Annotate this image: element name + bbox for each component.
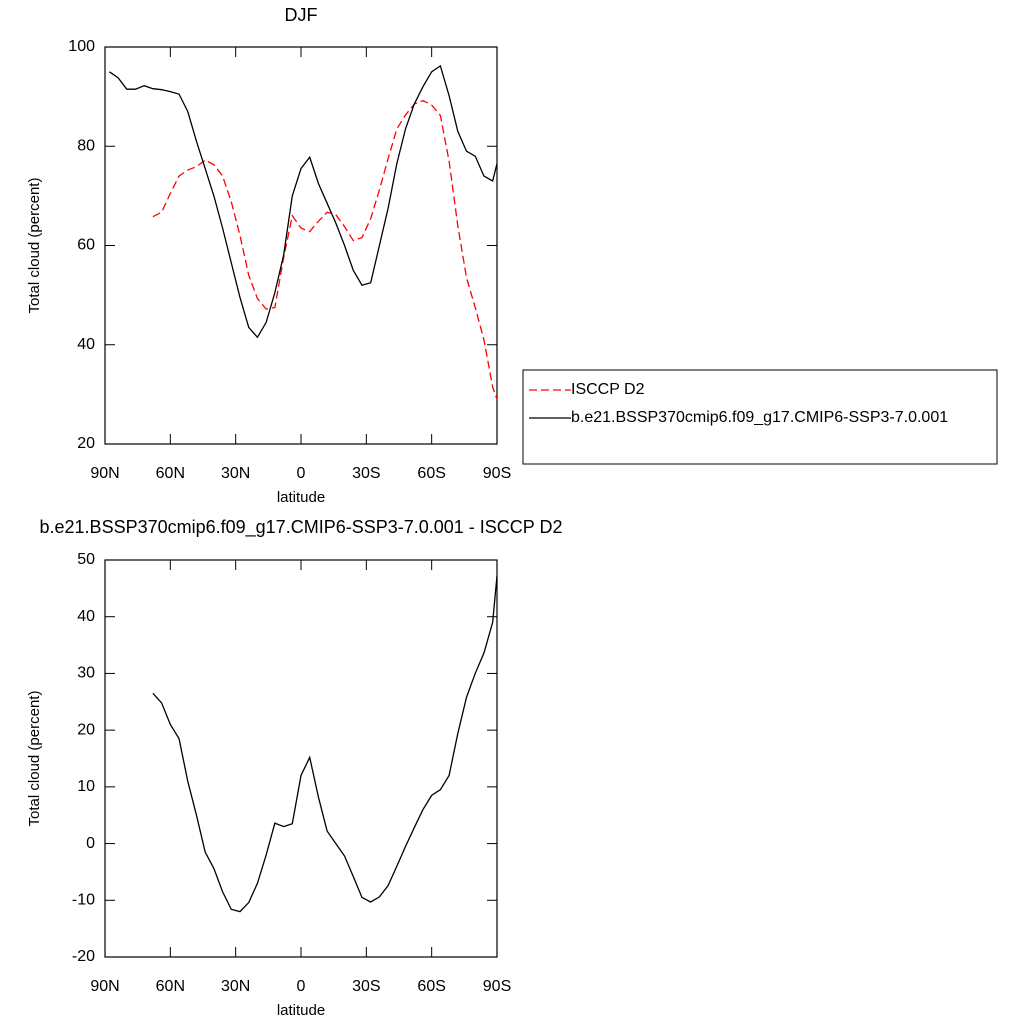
- y-tick-label: 30: [77, 665, 95, 682]
- legend-label: b.e21.BSSP370cmip6.f09_g17.CMIP6-SSP3-7.…: [571, 409, 948, 426]
- y-tick-label: -20: [72, 948, 95, 965]
- data-line: [152, 575, 498, 913]
- chart-title: DJF: [285, 5, 318, 25]
- y-tick-label: 100: [68, 38, 95, 55]
- x-tick-label: 90N: [90, 978, 119, 995]
- y-tick-label: 40: [77, 336, 95, 353]
- x-axis-title: latitude: [277, 1002, 325, 1019]
- y-tick-label: -10: [72, 892, 95, 909]
- chart-title: b.e21.BSSP370cmip6.f09_g17.CMIP6-SSP3-7.…: [40, 517, 563, 538]
- data-line: [108, 64, 498, 339]
- y-tick-label: 60: [77, 237, 95, 254]
- x-tick-label: 60N: [156, 465, 185, 482]
- x-tick-label: 90S: [483, 465, 511, 482]
- legend-box: [522, 369, 998, 465]
- x-tick-label: 30S: [352, 978, 380, 995]
- y-tick-label: 10: [77, 778, 95, 795]
- y-tick-label: 80: [77, 137, 95, 154]
- x-tick-label: 30S: [352, 465, 380, 482]
- legend-label: ISCCP D2: [571, 381, 645, 398]
- y-tick-label: 20: [77, 721, 95, 738]
- y-tick-label: 0: [86, 835, 95, 852]
- x-tick-label: 30N: [221, 465, 250, 482]
- x-tick-label: 30N: [221, 978, 250, 995]
- y-axis-title: Total cloud (percent): [26, 691, 43, 827]
- y-axis-title: Total cloud (percent): [26, 178, 43, 314]
- x-axis-title: latitude: [277, 489, 325, 506]
- plot-frame: [104, 46, 498, 445]
- x-tick-label: 0: [297, 978, 306, 995]
- plot-frame: [104, 559, 498, 958]
- x-tick-label: 0: [297, 465, 306, 482]
- x-tick-label: 90S: [483, 978, 511, 995]
- x-tick-label: 60N: [156, 978, 185, 995]
- x-tick-label: 90N: [90, 465, 119, 482]
- y-tick-label: 20: [77, 435, 95, 452]
- y-tick-label: 50: [77, 551, 95, 568]
- x-tick-label: 60S: [417, 978, 445, 995]
- y-tick-label: 40: [77, 608, 95, 625]
- x-tick-label: 60S: [417, 465, 445, 482]
- data-line: [152, 99, 498, 400]
